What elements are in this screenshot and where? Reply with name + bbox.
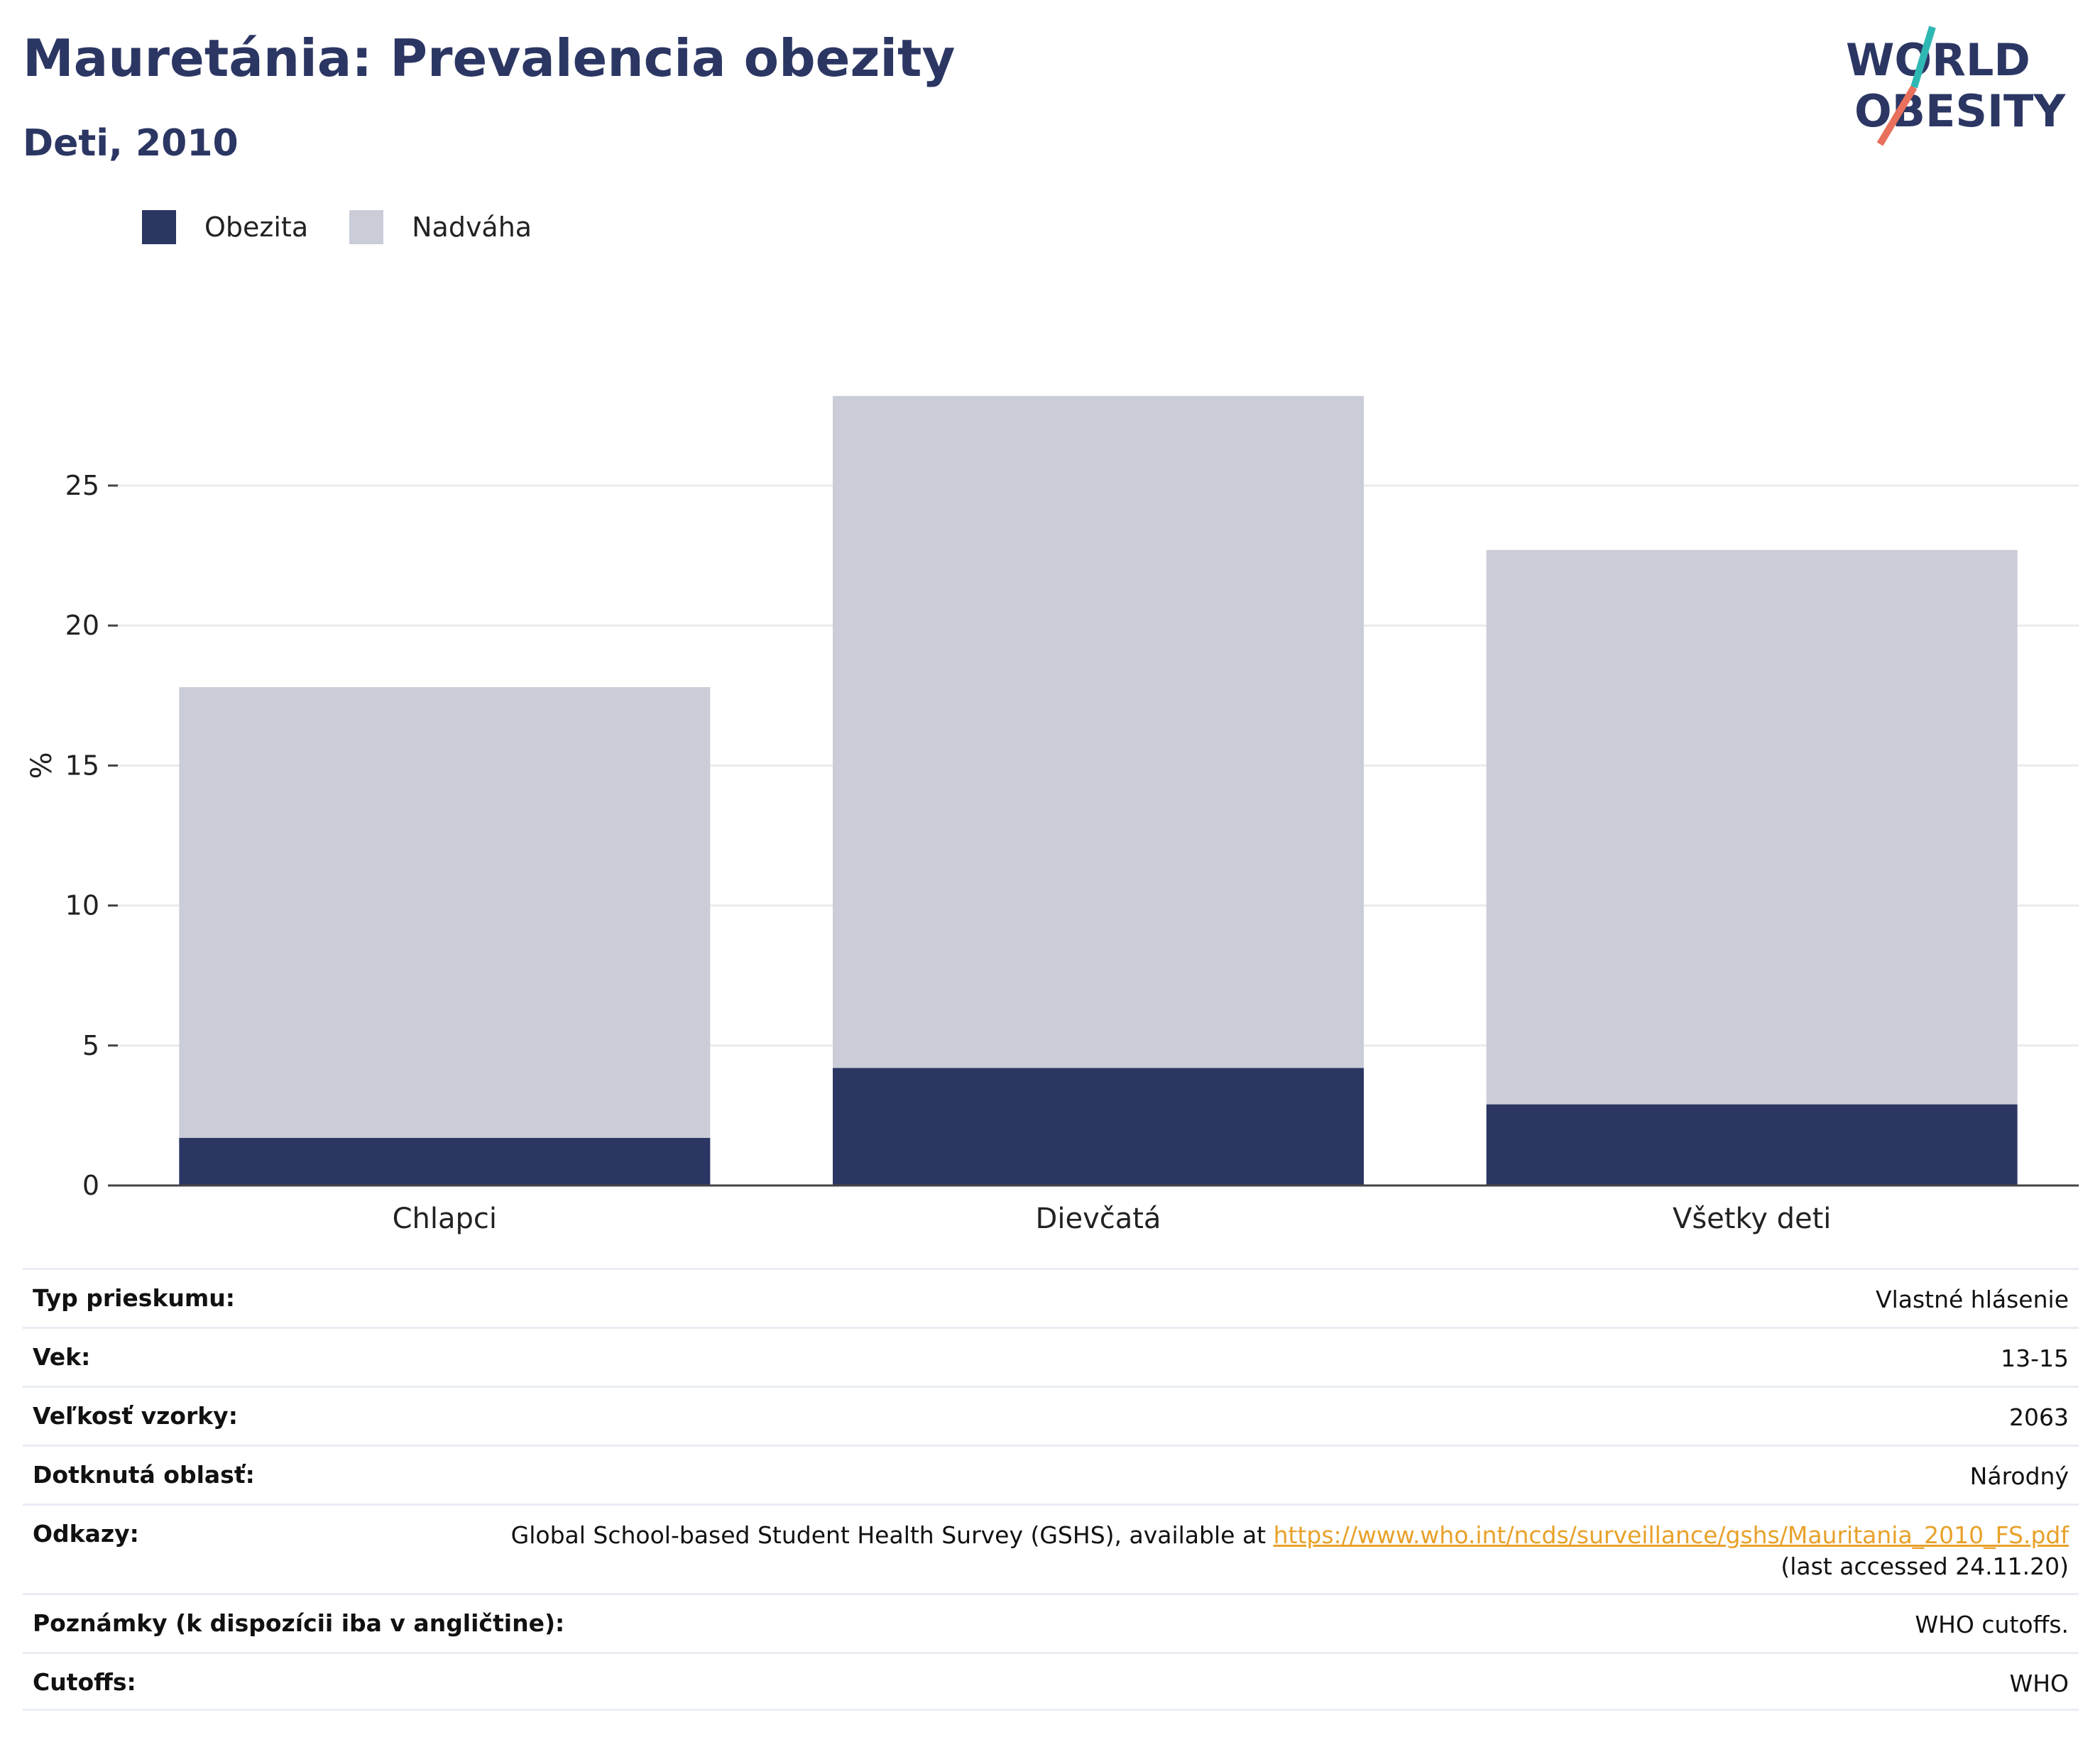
info-label: Poznámky (k dispozícii iba v angličtine)… <box>33 1609 565 1637</box>
info-label: Typ prieskumu: <box>33 1284 235 1312</box>
info-row-survey-type: Typ prieskumu: Vlastné hlásenie <box>23 1268 2079 1327</box>
y-tick-label: 5 <box>82 1030 99 1061</box>
info-label: Veľkosť vzorky: <box>33 1402 238 1430</box>
info-value: 2063 <box>2009 1403 2069 1431</box>
legend-label-obezita: Obezita <box>204 212 309 243</box>
info-row-notes: Poznámky (k dispozícii iba v angličtine)… <box>23 1593 2079 1652</box>
info-row-references: Odkazy: Global School-based Student Heal… <box>23 1504 2079 1593</box>
legend-swatch-obezita <box>142 210 176 244</box>
bar-obezita-0 <box>179 1137 711 1185</box>
bar-nadváha-1 <box>833 395 1364 1068</box>
survey-info-table: Typ prieskumu: Vlastné hlásenie Vek: 13-… <box>23 1268 2079 1711</box>
info-value: Národný <box>1969 1462 2069 1490</box>
info-row-area: Dotknutá oblasť: Národný <box>23 1445 2079 1504</box>
y-axis-label: % <box>26 752 58 779</box>
info-label: Vek: <box>33 1343 91 1371</box>
chart-subtitle: Deti, 2010 <box>23 122 239 165</box>
world-obesity-logo: WORLD OBESITY <box>1846 26 2066 146</box>
info-value: WHO cutoffs. <box>1915 1611 2069 1638</box>
info-label: Dotknutá oblasť: <box>33 1461 255 1489</box>
y-tick-label: 10 <box>65 890 99 921</box>
y-tick-label: 20 <box>65 610 99 641</box>
chart-legend: Obezita Nadváha <box>142 210 573 244</box>
info-value: Vlastné hlásenie <box>1876 1286 2069 1313</box>
x-tick-label: Dievčatá <box>1036 1203 1161 1235</box>
info-value: WHO <box>2009 1670 2069 1697</box>
info-value-references: Global School-based Student Health Surve… <box>511 1506 2069 1582</box>
info-value: 13-15 <box>2001 1345 2069 1372</box>
bar-obezita-2 <box>1486 1104 2018 1185</box>
y-tick-label: 15 <box>65 750 99 781</box>
info-row-cutoffs: Cutoffs: WHO <box>23 1652 2079 1711</box>
reference-text: Global School-based Student Health Surve… <box>510 1521 1274 1549</box>
stacked-bar-chart: 0 5 10 15 20 25% Chlapci Dievčatá Všetky deti <box>26 395 2079 1235</box>
logo-slash-coral <box>1876 85 1918 146</box>
reference-accessed: (last accessed 24.11.20) <box>1781 1552 2069 1580</box>
reference-link[interactable]: https://www.who.int/ncds/surveillance/gs… <box>1273 1521 2069 1549</box>
bar-obezita-1 <box>833 1068 1364 1185</box>
bar-nadváha-0 <box>179 686 711 1138</box>
chart-title: Mauretánia: Prevalencia obezity <box>23 28 956 88</box>
info-row-sample-size: Veľkosť vzorky: 2063 <box>23 1386 2079 1445</box>
logo-slash-teal <box>1910 26 1936 89</box>
info-row-age: Vek: 13-15 <box>23 1327 2079 1386</box>
x-tick-label: Chlapci <box>393 1203 497 1235</box>
info-label: Cutoffs: <box>33 1668 136 1696</box>
logo-text-world: WORLD <box>1846 34 2030 86</box>
y-tick-label: 0 <box>82 1170 99 1201</box>
legend-swatch-nadvaha <box>349 210 384 244</box>
bar-nadváha-2 <box>1486 549 2018 1105</box>
y-tick-label: 25 <box>65 470 99 501</box>
legend-item-obezita[interactable]: Obezita <box>142 210 308 244</box>
info-label: Odkazy: <box>33 1520 139 1548</box>
legend-item-nadvaha[interactable]: Nadváha <box>349 210 532 244</box>
legend-label-nadvaha: Nadváha <box>412 212 532 243</box>
x-tick-label: Všetky deti <box>1673 1203 1831 1235</box>
